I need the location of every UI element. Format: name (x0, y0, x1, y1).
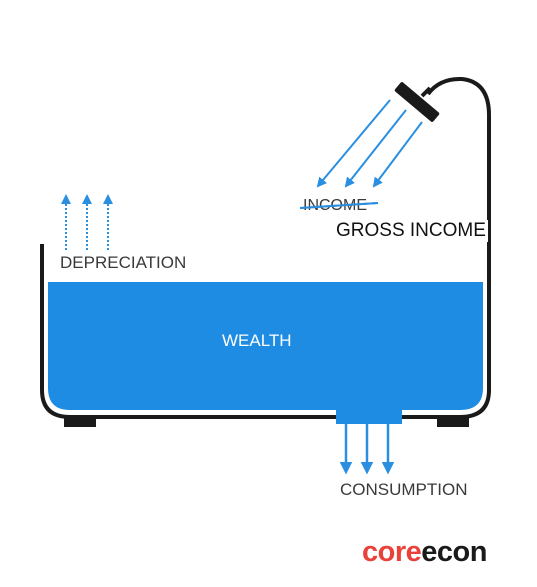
income-arrows (316, 99, 423, 188)
water-wealth-area (48, 282, 483, 424)
tub-foot-right (437, 417, 469, 427)
income-label: INCOME (303, 197, 367, 214)
bathtub-icon (40, 76, 491, 419)
shower-head-icon (394, 82, 440, 122)
depreciation-label: DEPRECIATION (60, 253, 187, 272)
logo-core-text: core (362, 536, 422, 568)
depreciation-arrows (61, 194, 113, 250)
consumption-arrows (339, 424, 395, 475)
tub-foot-left (64, 417, 96, 427)
logo-econ-text: econ (421, 536, 487, 568)
coreecon-logo: coreecon (362, 536, 487, 569)
wealth-label: WEALTH (222, 331, 292, 350)
gross-income-label: GROSS INCOME (334, 220, 488, 242)
consumption-label: CONSUMPTION (340, 480, 468, 499)
